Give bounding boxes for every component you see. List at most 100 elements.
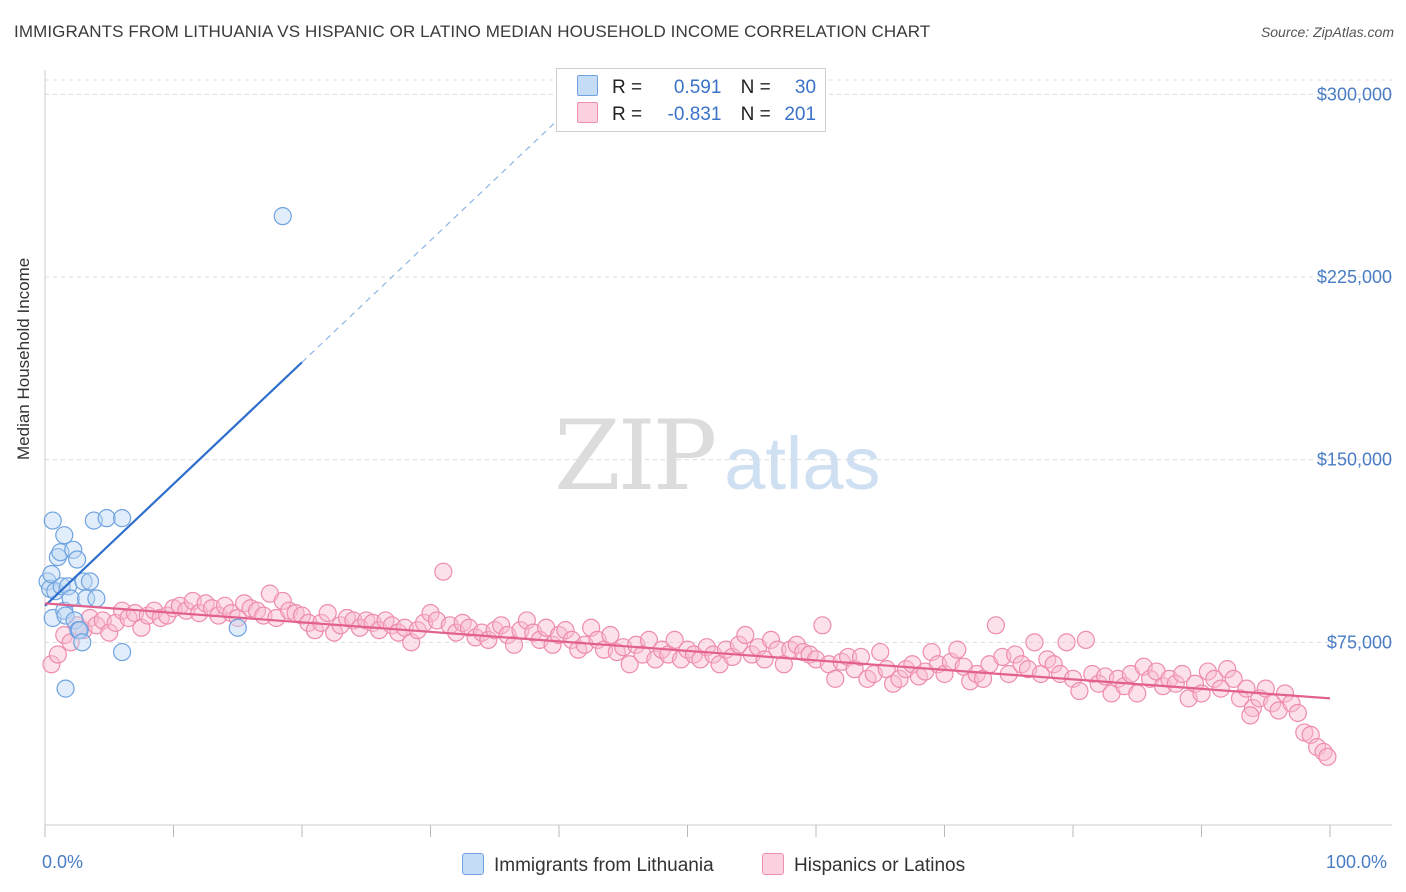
point-lithuania xyxy=(112,642,132,662)
point-lithuania xyxy=(112,509,132,528)
chart-title: IMMIGRANTS FROM LITHUANIA VS HISPANIC OR… xyxy=(14,22,931,41)
point-hispanics xyxy=(1076,630,1095,650)
point-hispanics xyxy=(1173,664,1192,684)
point-lithuania xyxy=(65,611,84,630)
point-hispanics xyxy=(1224,669,1243,688)
point-hispanics xyxy=(1205,669,1224,688)
point-hispanics xyxy=(434,562,453,581)
point-hispanics xyxy=(305,621,324,640)
series-lithuania-points xyxy=(38,207,292,698)
legend-r-label: R = xyxy=(612,77,643,98)
series-hispanics-points xyxy=(42,562,1337,766)
point-hispanics xyxy=(729,635,749,654)
point-hispanics xyxy=(556,621,575,640)
point-hispanics xyxy=(1057,633,1076,652)
axes xyxy=(44,70,1392,837)
legend-row-hispanics: R = -0.831 N = 201 xyxy=(577,102,816,126)
point-lithuania xyxy=(273,207,292,226)
legend-row-lithuania: R = 0.591 N = 30 xyxy=(577,75,816,99)
point-lithuania xyxy=(55,526,74,545)
point-hispanics xyxy=(787,635,806,654)
point-hispanics xyxy=(890,669,909,688)
point-lithuania xyxy=(42,565,61,584)
grid-lines xyxy=(45,79,1392,643)
point-hispanics xyxy=(665,630,684,650)
legend-swatch-pink xyxy=(577,102,598,123)
point-lithuania xyxy=(228,618,247,637)
bottom-legend-lithuania: Immigrants from Lithuania xyxy=(462,853,714,877)
point-hispanics xyxy=(292,606,312,625)
bottom-legend-label: Immigrants from Lithuania xyxy=(494,855,714,876)
legend-r-label: R = xyxy=(612,104,643,125)
point-hispanics xyxy=(736,625,755,645)
point-hispanics xyxy=(1128,684,1147,703)
correlation-legend: R = 0.591 N = 30 R = -0.831 N = 201 xyxy=(556,68,826,132)
bottom-legend-label: Hispanics or Latinos xyxy=(794,855,966,876)
trend-line-lithuania xyxy=(44,361,303,607)
point-hispanics xyxy=(1044,655,1063,674)
point-hispanics xyxy=(1006,645,1025,664)
point-hispanics xyxy=(1025,633,1044,652)
point-lithuania xyxy=(64,540,83,559)
point-hispanics xyxy=(1230,689,1250,708)
y-tick-label: $75,000 xyxy=(1327,632,1392,652)
y-tick-labels: $75,000 $150,000 $225,000 $300,000 xyxy=(1317,84,1392,652)
trend-lines xyxy=(44,93,1331,700)
point-hispanics xyxy=(318,604,337,623)
point-hispanics xyxy=(620,655,639,674)
trend-line-hispanics xyxy=(44,602,1331,700)
point-hispanics xyxy=(492,616,511,635)
point-lithuania xyxy=(56,606,75,625)
point-lithuania xyxy=(61,589,80,608)
point-lithuania xyxy=(97,509,116,528)
point-hispanics xyxy=(851,647,871,667)
point-hispanics xyxy=(344,611,363,630)
point-lithuania xyxy=(56,679,75,698)
legend-n-label: N = xyxy=(740,104,771,125)
point-hispanics xyxy=(421,604,440,623)
point-hispanics xyxy=(813,616,832,635)
point-hispanics xyxy=(100,623,119,642)
bottom-legend-hispanics: Hispanics or Latinos xyxy=(762,853,965,877)
point-lithuania xyxy=(52,577,71,596)
point-hispanics xyxy=(1288,703,1307,723)
legend-r-value: 0.591 xyxy=(673,77,722,98)
point-hispanics xyxy=(761,630,781,650)
point-hispanics xyxy=(1070,681,1089,701)
point-hispanics xyxy=(948,640,967,659)
point-lithuania xyxy=(68,550,87,569)
legend-r-value: -0.831 xyxy=(667,104,722,125)
point-lithuania xyxy=(73,633,92,652)
point-hispanics xyxy=(1198,662,1218,681)
point-hispanics xyxy=(48,645,67,664)
point-hispanics xyxy=(1241,706,1260,725)
point-hispanics xyxy=(826,669,845,688)
point-hispanics xyxy=(1318,747,1337,766)
point-hispanics xyxy=(1243,698,1263,718)
x-tick-label-max: 100.0% xyxy=(1326,852,1388,872)
legend-swatch-blue xyxy=(577,75,598,96)
y-tick-label: $300,000 xyxy=(1317,84,1392,104)
point-lithuania xyxy=(87,589,106,608)
trend-line-lithuania-extension xyxy=(301,93,586,363)
point-lithuania xyxy=(48,547,67,567)
point-hispanics xyxy=(1089,674,1108,693)
source-label: Source: ZipAtlas.com xyxy=(1260,24,1394,40)
point-lithuania xyxy=(43,511,62,530)
point-hispanics xyxy=(871,642,890,662)
x-tick-label-min: 0.0% xyxy=(42,852,84,872)
y-tick-label: $150,000 xyxy=(1317,450,1392,470)
point-lithuania xyxy=(80,572,100,591)
y-axis-label: Median Household Income xyxy=(14,257,33,460)
point-hispanics xyxy=(986,616,1006,635)
point-hispanics xyxy=(42,655,61,674)
legend-n-value: 30 xyxy=(794,77,817,98)
legend-n-value: 201 xyxy=(784,104,817,125)
bottom-legend-swatch-pink xyxy=(762,853,784,875)
point-hispanics xyxy=(273,591,292,611)
point-hispanics xyxy=(755,650,774,669)
bottom-legend-swatch-blue xyxy=(462,853,484,875)
legend-n-label: N = xyxy=(740,77,771,98)
point-hispanics xyxy=(1218,660,1237,679)
